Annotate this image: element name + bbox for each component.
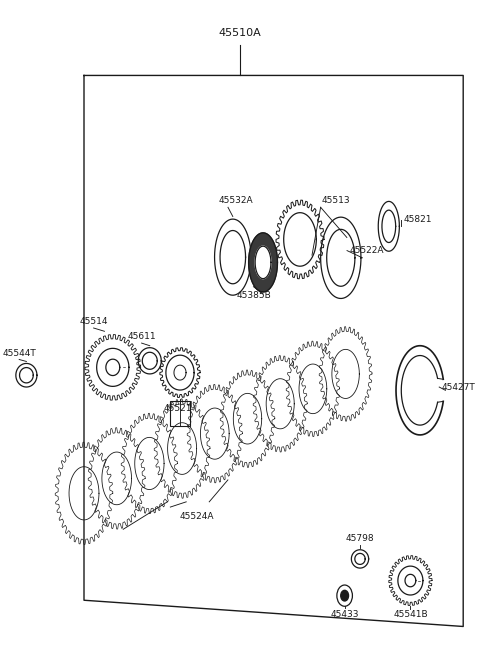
Text: 45433: 45433 [330, 610, 359, 619]
Text: 45522A: 45522A [349, 246, 384, 255]
Text: 45611: 45611 [127, 332, 156, 341]
Text: 45513: 45513 [322, 195, 350, 205]
Polygon shape [255, 246, 271, 279]
Text: 45821: 45821 [403, 215, 432, 224]
Text: 45521: 45521 [163, 404, 192, 413]
Text: 45510A: 45510A [218, 28, 262, 38]
Text: 45385B: 45385B [236, 291, 271, 300]
Text: 45544T: 45544T [2, 348, 36, 358]
Text: 45541B: 45541B [393, 610, 428, 619]
Text: 45427T: 45427T [442, 382, 475, 392]
Circle shape [341, 590, 348, 601]
Text: 45798: 45798 [346, 534, 374, 543]
Text: 45514: 45514 [79, 317, 108, 326]
Text: 45532A: 45532A [218, 195, 253, 205]
Text: 45524A: 45524A [180, 512, 214, 521]
Bar [170, 401, 190, 426]
Polygon shape [249, 233, 277, 292]
